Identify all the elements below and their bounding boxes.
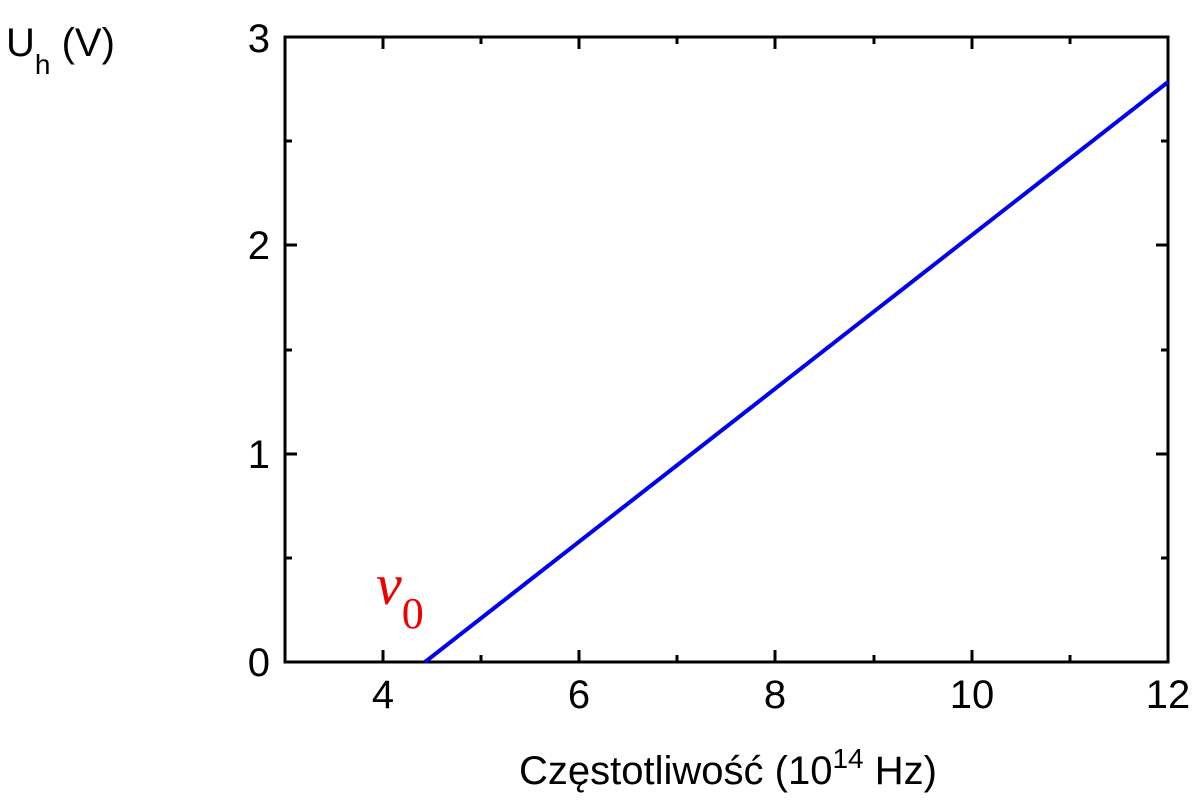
x-tick-labels: 4 6 8 10 12 [372, 673, 1190, 717]
y-major-ticks [285, 243, 1168, 456]
x-major-ticks [381, 37, 974, 662]
x-tick-label: 12 [1146, 673, 1191, 717]
plot-frame [283, 35, 1170, 664]
data-series-line [423, 80, 1170, 664]
y-tick-label: 2 [248, 224, 270, 268]
y-tick-labels: 0 1 2 3 [248, 17, 270, 685]
y-tick-label: 3 [248, 17, 270, 61]
x-tick-label: 6 [568, 673, 590, 717]
y-tick-label: 0 [248, 641, 270, 685]
y-tick-label: 1 [248, 433, 270, 477]
x-axis-title: Częstotliwość (1014 Hz) [519, 743, 937, 793]
x-minor-ticks [479, 37, 1072, 662]
nu0-annotation: v0 [376, 552, 424, 638]
x-tick-label: 10 [950, 673, 995, 717]
x-tick-label: 4 [372, 673, 394, 717]
x-tick-label: 8 [764, 673, 786, 717]
y-minor-ticks [285, 139, 1168, 560]
y-axis-title: Uh (V) [6, 21, 115, 80]
